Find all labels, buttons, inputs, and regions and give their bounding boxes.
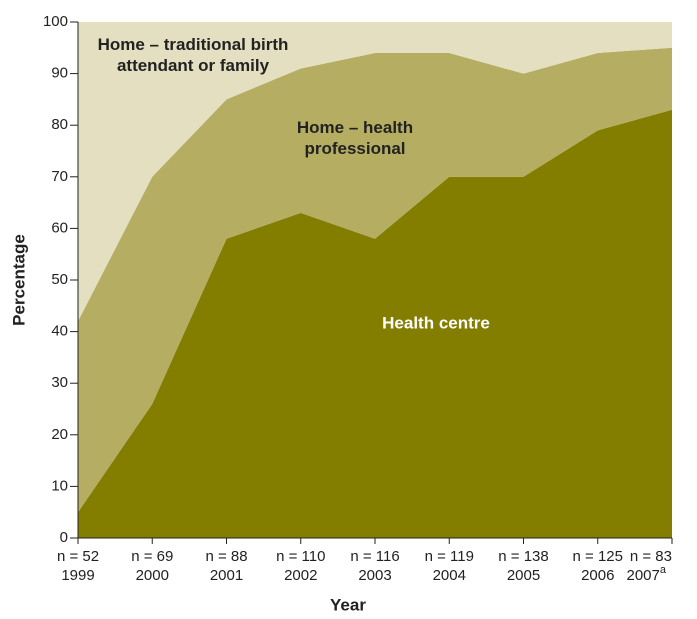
y-tick-label: 10 [51, 477, 68, 494]
year: 2004 [433, 567, 466, 584]
x-sample-size: n = 110 [276, 548, 325, 565]
y-tick-label: 100 [43, 13, 68, 30]
x-sample-size: n = 125 [573, 548, 623, 565]
area [78, 109, 672, 538]
x-tick-label: 2004 [433, 567, 466, 584]
year: 2000 [136, 567, 169, 584]
y-tick-label: 0 [60, 529, 68, 546]
area-label: Home – traditional birth attendant or fa… [97, 35, 289, 75]
footnote-mark: a [660, 564, 667, 576]
y-axis-label: Percentage [9, 234, 28, 326]
y-tick-label: 60 [51, 219, 68, 236]
x-sample-size: n = 138 [498, 548, 548, 565]
y-tick-label: 40 [51, 323, 68, 340]
x-tick-label: 2005 [507, 567, 540, 584]
x-tick-label: 1999 [61, 567, 94, 584]
x-tick-label: 2002 [284, 567, 317, 584]
x-axis-label: Year [330, 595, 366, 614]
x-tick-label: 2001 [210, 567, 243, 584]
x-tick-label: 2006 [581, 567, 614, 584]
x-sample-size: n = 52 [57, 548, 99, 565]
area [78, 22, 672, 322]
x-tick-label: 2007a [627, 564, 667, 584]
y-tick-label: 80 [51, 116, 68, 133]
area [78, 47, 672, 513]
x-tick-label: 2003 [358, 567, 391, 584]
area-label: Home – health professional [296, 118, 414, 158]
year: 1999 [61, 567, 94, 584]
y-tick-label: 70 [51, 168, 68, 185]
y-tick-label: 90 [51, 65, 68, 82]
area-label: Health centre [382, 313, 490, 333]
x-tick-label: 2000 [136, 567, 169, 584]
year: 2006 [581, 567, 614, 584]
year: 2005 [507, 567, 540, 584]
x-sample-size: n = 69 [131, 548, 173, 565]
year: 2007 [627, 567, 660, 584]
year: 2001 [210, 567, 243, 584]
x-sample-size: n = 119 [425, 548, 474, 565]
year: 2002 [284, 567, 317, 584]
x-sample-size: n = 88 [205, 548, 247, 565]
y-tick-label: 20 [51, 426, 68, 443]
y-tick-label: 30 [51, 374, 68, 391]
x-sample-size: n = 83 [630, 548, 672, 565]
year: 2003 [358, 567, 391, 584]
y-tick-label: 50 [51, 271, 68, 288]
x-sample-size: n = 116 [350, 548, 399, 565]
